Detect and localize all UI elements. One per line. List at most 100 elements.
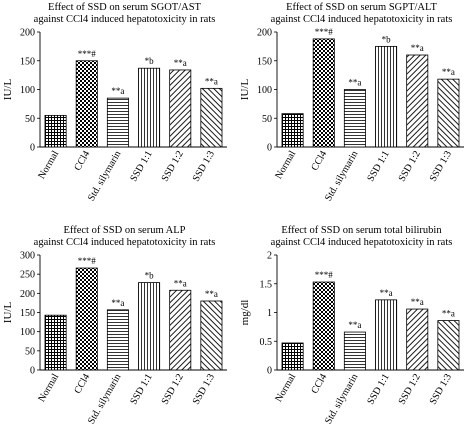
y-axis-label: IU/L — [2, 79, 14, 101]
x-tick-label: SSD 1:2 — [160, 149, 186, 184]
x-tick-label: Std. silymarin — [86, 149, 124, 203]
bar — [312, 281, 335, 371]
x-tick-label: CCl4 — [309, 149, 329, 173]
x-tick-label: Normal — [273, 372, 298, 404]
x-tick-label: SSD 1:3 — [191, 372, 217, 407]
x-tick-label: CCl4 — [72, 149, 92, 173]
bar — [375, 45, 398, 148]
y-tick-label: 50 — [25, 346, 35, 357]
bar — [343, 89, 366, 148]
x-tick-label: CCl4 — [309, 372, 329, 396]
x-tick-label: Normal — [273, 149, 298, 181]
bar — [138, 282, 161, 371]
bar-annotation: **a — [348, 320, 361, 330]
bar — [343, 331, 366, 371]
chart-svg: Effect of SSD on serum total bilirubinag… — [239, 225, 464, 426]
bar-annotation: **a — [380, 288, 393, 298]
y-tick-label: 250 — [20, 270, 35, 281]
bar — [312, 38, 335, 148]
y-tick-label: 50 — [25, 114, 35, 125]
x-tick-label: SSD 1:1 — [365, 372, 391, 407]
bar-annotation: *b — [145, 271, 155, 281]
x-tick-label: SSD 1:1 — [128, 372, 154, 407]
bar — [200, 87, 223, 148]
y-tick-label: 0.5 — [260, 337, 273, 348]
bar — [200, 300, 223, 371]
y-tick-label: 150 — [20, 308, 35, 319]
bar-annotation: **a — [174, 58, 187, 68]
bar — [138, 67, 161, 148]
x-tick-label: CCl4 — [72, 372, 92, 396]
y-tick-label: 1.5 — [260, 279, 273, 290]
bar — [281, 113, 304, 148]
bar-annotation: ***# — [315, 270, 334, 280]
y-tick-label: 2 — [267, 251, 272, 262]
x-tick-label: SSD 1:2 — [160, 372, 186, 407]
bar-annotation: **a — [442, 67, 455, 77]
bar-annotation: **a — [411, 43, 424, 53]
bar — [169, 69, 192, 148]
y-tick-label: 200 — [257, 28, 272, 39]
y-tick-label: 150 — [257, 56, 272, 67]
x-tick-label: SSD 1:3 — [428, 149, 454, 184]
bar-annotation: *b — [145, 56, 155, 66]
chart-title: Effect of SSD on serum ALP — [63, 225, 185, 236]
bar-annotation: ***# — [78, 49, 97, 59]
y-tick-label: 0 — [267, 143, 272, 154]
x-tick-label: SSD 1:2 — [397, 372, 423, 407]
bar-annotation: **a — [111, 298, 124, 308]
bar — [375, 299, 398, 371]
y-axis-label: IU/L — [239, 79, 251, 101]
y-tick-label: 100 — [257, 85, 272, 96]
bar — [75, 60, 98, 148]
chart-sgot-ast: Effect of SSD on serum SGOT/AST against C… — [0, 0, 237, 223]
bar-annotation: ***# — [78, 256, 97, 266]
x-tick-label: SSD 1:3 — [428, 372, 454, 407]
chart-title: Effect of SSD on serum total bilirubin — [281, 225, 442, 236]
x-tick-label: Normal — [36, 372, 61, 404]
bar — [106, 97, 129, 148]
bar — [281, 342, 304, 371]
chart-subtitle: against CCl4 induced hepatotoxicity in r… — [34, 14, 216, 25]
chart-subtitle: against CCl4 induced hepatotoxicity in r… — [271, 237, 453, 248]
bar-annotation: **a — [174, 278, 187, 288]
y-tick-label: 100 — [20, 327, 35, 338]
bar — [169, 289, 192, 371]
x-tick-label: Std. silymarin — [323, 149, 361, 203]
bar-annotation: **a — [111, 86, 124, 96]
chart-subtitle: against CCl4 induced hepatotoxicity in r… — [271, 14, 453, 25]
x-tick-label: Std. silymarin — [323, 372, 361, 426]
bar-annotation: **a — [411, 297, 424, 307]
x-tick-label: SSD 1:1 — [128, 149, 154, 184]
chart-title: Effect of SSD on serum SGOT/AST — [48, 2, 202, 13]
y-axis-label: mg/dl — [239, 300, 251, 326]
x-tick-label: Std. silymarin — [86, 372, 124, 426]
bar — [437, 320, 460, 371]
bar — [406, 308, 429, 371]
bar-annotation: **a — [205, 289, 218, 299]
y-tick-label: 0 — [30, 366, 35, 377]
bar — [106, 309, 129, 371]
chart-title: Effect of SSD on serum SGPT/ALT — [286, 2, 437, 13]
x-tick-label: SSD 1:2 — [397, 149, 423, 184]
y-tick-label: 200 — [20, 289, 35, 300]
x-tick-label: SSD 1:1 — [365, 149, 391, 184]
bar — [44, 114, 67, 148]
x-tick-label: Normal — [36, 149, 61, 181]
bar-annotation: ***# — [315, 27, 334, 37]
x-tick-label: SSD 1:3 — [191, 149, 217, 184]
bar-annotation: **a — [348, 78, 361, 88]
bar — [437, 78, 460, 148]
chart-total-bilirubin: Effect of SSD on serum total bilirubin ag… — [237, 223, 474, 446]
chart-sgpt-alt: Effect of SSD on serum SGPT/ALT against C… — [237, 0, 474, 223]
y-axis-label: IU/L — [2, 302, 14, 324]
y-tick-label: 1 — [267, 308, 272, 319]
y-tick-label: 200 — [20, 28, 35, 39]
y-tick-label: 0 — [267, 366, 272, 377]
chart-subtitle: against CCl4 induced hepatotoxicity in r… — [34, 237, 216, 248]
y-tick-label: 300 — [20, 251, 35, 262]
y-tick-label: 50 — [262, 114, 272, 125]
